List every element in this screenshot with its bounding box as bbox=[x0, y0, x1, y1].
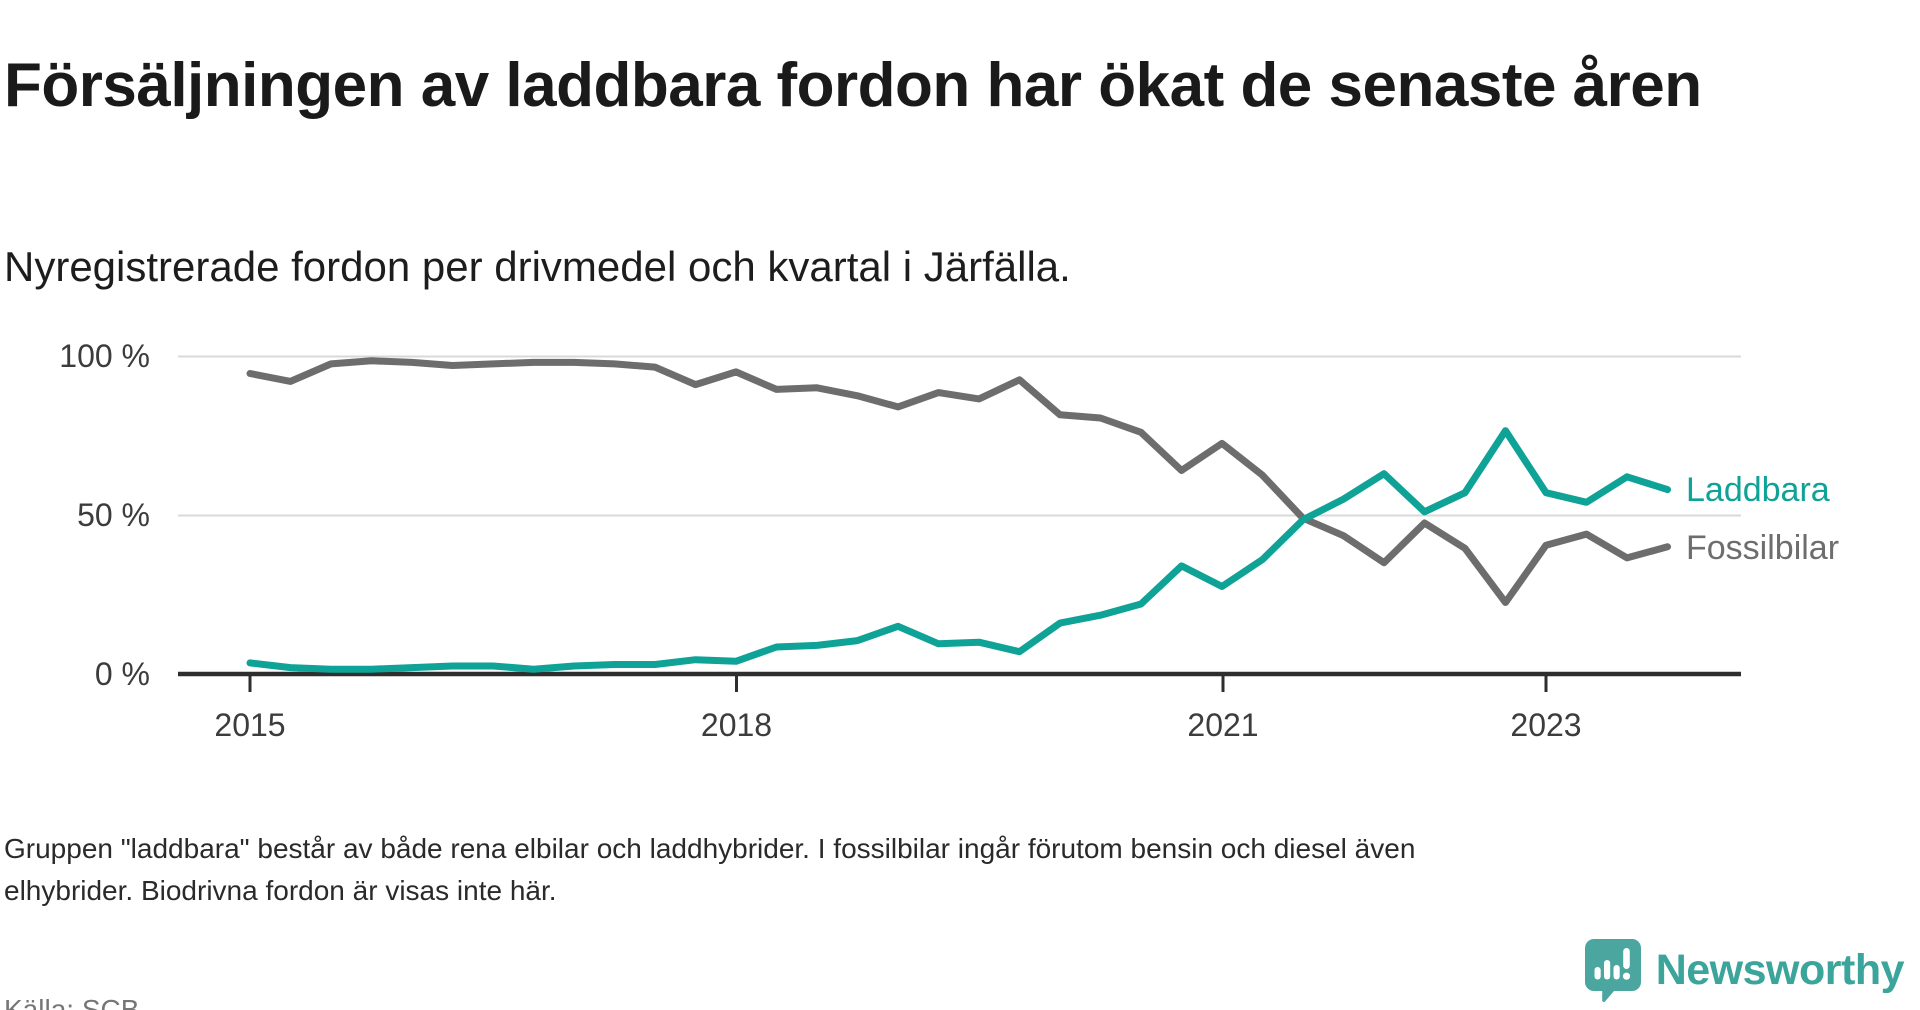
x-axis-label-2023: 2023 bbox=[1510, 707, 1581, 743]
source-label: Källa: SCB bbox=[4, 994, 140, 1010]
newsworthy-logo-icon bbox=[1584, 939, 1641, 1002]
y-axis-label-0: 0 % bbox=[95, 656, 150, 692]
x-axis-label-2015: 2015 bbox=[214, 707, 285, 743]
x-axis-label-2021: 2021 bbox=[1187, 707, 1258, 743]
series-line-laddbara bbox=[246, 427, 1671, 673]
newsworthy-logo-text: Newsworthy bbox=[1655, 945, 1905, 994]
newsworthy-logo: Newsworthy bbox=[1584, 938, 1905, 1002]
legend-label-fossilbilar: Fossilbilar bbox=[1686, 529, 1839, 567]
legend-label-laddbara: Laddbara bbox=[1686, 471, 1830, 509]
page-subtitle: Nyregistrerade fordon per drivmedel och … bbox=[4, 243, 1071, 290]
y-axis-label-100: 100 % bbox=[59, 338, 150, 374]
series-line-fossilbilar bbox=[246, 357, 1671, 606]
chart-footnote: Gruppen "laddbara" består av både rena e… bbox=[4, 833, 1416, 906]
x-axis-label-2018: 2018 bbox=[701, 707, 772, 743]
page-title: Försäljningen av laddbara fordon har öka… bbox=[4, 50, 1702, 120]
y-axis-label-50: 50 % bbox=[77, 497, 150, 533]
